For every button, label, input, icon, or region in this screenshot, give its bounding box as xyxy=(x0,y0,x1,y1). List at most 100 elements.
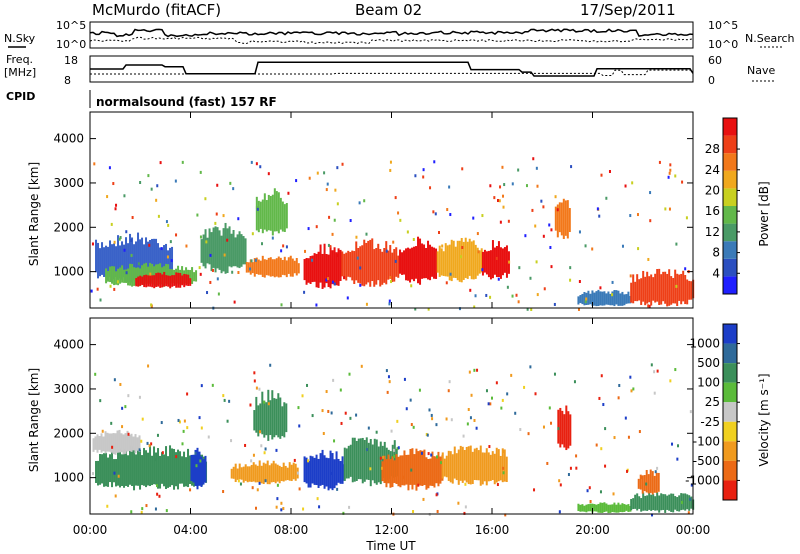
power-colorbar-label: Power [dB] xyxy=(757,181,771,246)
power-echo-region xyxy=(630,268,695,307)
time-xlabel: Time UT xyxy=(365,539,416,553)
colorbar-tick-label: 20 xyxy=(705,183,720,197)
colorbar-tick-label: 25 xyxy=(705,395,720,409)
colorbar-tick-label: 16 xyxy=(705,204,720,218)
cpid-label: CPID xyxy=(6,90,35,103)
y-tick-label: 3000 xyxy=(53,382,84,396)
power-echo-region xyxy=(303,243,342,289)
velocity-echo-region xyxy=(253,389,288,441)
colorbar-swatch xyxy=(723,363,737,383)
colorbar-tick-label: -25 xyxy=(700,415,720,429)
cpid-row: CPID normalsound (fast) 157 RF xyxy=(6,90,277,109)
y-tick-label: 3000 xyxy=(53,176,84,190)
power-panel: 1000 2000 3000 4000 Slant Range [km] xyxy=(27,111,695,311)
y-tick-label: 1000 xyxy=(53,265,84,279)
velocity-echo-region xyxy=(630,492,695,513)
colorbar-swatch xyxy=(723,421,737,442)
freq-unit-label: [MHz] xyxy=(4,66,36,79)
colorbar-tick-label: 500 xyxy=(697,356,720,370)
colorbar-tick-label: 8 xyxy=(712,246,720,260)
velocity-echo-region xyxy=(230,460,299,485)
colorbar-swatch xyxy=(723,135,737,154)
power-echo-region xyxy=(255,188,288,236)
x-tick-label: 00:00 xyxy=(73,523,108,537)
x-tick-label: 16:00 xyxy=(475,523,510,537)
freq-tick-high: 18 xyxy=(64,54,78,67)
nsearch-label: N.Search xyxy=(745,32,795,45)
noise-tick-high-left: 10^5 xyxy=(56,19,86,32)
velocity-ylabel: Slant Range [km] xyxy=(27,368,41,472)
colorbar-tick-label: 28 xyxy=(705,142,720,156)
colorbar-swatch xyxy=(723,223,737,242)
date-title: 17/Sep/2011 xyxy=(580,1,676,19)
velocity-colorbar: 1000 500 100 25 -25 -100 -500 -1000 xyxy=(685,323,740,501)
velocity-echo-region xyxy=(637,469,660,495)
colorbar-swatch xyxy=(723,480,737,500)
x-tick-label: 00:00 xyxy=(676,523,711,537)
velocity-echo-region xyxy=(190,447,207,490)
velocity-data-layer xyxy=(92,363,695,517)
colorbar-swatch xyxy=(723,460,737,481)
velocity-colorbar-label: Velocity [m s⁻¹] xyxy=(757,373,771,466)
colorbar-tick-label: 24 xyxy=(705,163,720,177)
power-echo-region xyxy=(341,238,400,287)
x-tick-label: 04:00 xyxy=(173,523,208,537)
nave-label: Nave xyxy=(747,64,775,77)
colorbar-tick-label: -500 xyxy=(693,454,720,468)
nave-tick-low: 0 xyxy=(708,74,715,87)
colorbar-tick-label: -1000 xyxy=(685,473,720,487)
colorbar-swatch xyxy=(723,118,737,136)
colorbar-swatch xyxy=(723,188,737,206)
colorbar-swatch xyxy=(723,324,737,344)
y-tick-label: 1000 xyxy=(53,471,84,485)
colorbar-swatch xyxy=(723,343,737,364)
freq-tick-low: 8 xyxy=(64,74,71,87)
beam-title: Beam 02 xyxy=(355,1,422,19)
colorbar-swatch xyxy=(723,258,737,277)
x-tick-label: 20:00 xyxy=(575,523,610,537)
colorbar-tick-label: 100 xyxy=(697,376,720,390)
power-echo-region xyxy=(554,198,571,239)
power-echo-region xyxy=(436,237,483,283)
power-echo-region xyxy=(399,236,438,285)
power-echo-region xyxy=(135,271,192,289)
colorbar-swatch xyxy=(723,276,737,294)
velocity-echo-region xyxy=(303,449,346,491)
velocity-echo-region xyxy=(381,448,444,491)
colorbar-tick-label: 1000 xyxy=(689,337,720,351)
freq-label: Freq. xyxy=(6,53,33,66)
y-tick-label: 4000 xyxy=(53,338,84,352)
x-tick-label: 12:00 xyxy=(374,523,409,537)
y-tick-label: 4000 xyxy=(53,132,84,146)
power-data-layer xyxy=(90,157,695,311)
velocity-echo-region xyxy=(557,405,572,451)
nsky-label: N.Sky xyxy=(4,32,36,45)
velocity-panel: 1000 2000 3000 4000 00:00 04:00 08:00 12:00 16:… xyxy=(27,112,710,553)
colorbar-swatch xyxy=(723,170,737,189)
station-title: McMurdo (fitACF) xyxy=(92,1,221,19)
noise-tick-high-right: 10^5 xyxy=(708,19,738,32)
velocity-echo-region xyxy=(92,429,141,455)
colorbar-tick-label: -100 xyxy=(693,434,720,448)
colorbar-swatch xyxy=(723,153,737,171)
noise-tick-low-right: 10^0 xyxy=(708,38,738,51)
colorbar-swatch xyxy=(723,382,737,403)
power-colorbar: 4 8 12 16 20 24 28 xyxy=(705,117,740,295)
colorbar-swatch xyxy=(723,206,737,224)
noise-panel: 10^5 10^0 10^5 10^0 N.Sky N.Search xyxy=(4,19,795,51)
power-echo-region xyxy=(245,255,300,278)
nave-tick-high: 60 xyxy=(708,54,722,67)
colorbar-swatch xyxy=(723,402,737,422)
power-ylabel: Slant Range [km] xyxy=(27,162,41,266)
power-echo-region xyxy=(481,240,510,280)
velocity-echo-region xyxy=(441,445,508,486)
colorbar-tick-label: 4 xyxy=(712,266,720,280)
x-tick-label: 08:00 xyxy=(274,523,309,537)
cpid-value: normalsound (fast) 157 RF xyxy=(96,95,277,109)
colorbar-swatch xyxy=(723,441,737,461)
velocity-echo-region xyxy=(577,502,632,514)
y-tick-label: 2000 xyxy=(53,426,84,440)
power-echo-region xyxy=(200,222,247,274)
freq-panel: 18 8 60 0 Freq. [MHz] Nave xyxy=(4,53,776,87)
